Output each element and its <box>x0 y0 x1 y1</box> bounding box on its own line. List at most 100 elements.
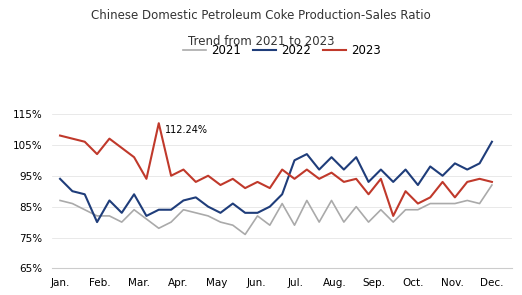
2023 <box>304 168 310 171</box>
2022 <box>144 214 150 218</box>
2023 <box>131 155 137 159</box>
2023 <box>489 180 495 184</box>
2023 <box>452 196 458 199</box>
2023 <box>378 177 384 181</box>
2023 <box>279 168 286 171</box>
2022 <box>291 158 298 162</box>
2021 <box>390 220 396 224</box>
2022 <box>452 162 458 165</box>
2022 <box>415 183 421 187</box>
2021 <box>57 199 63 202</box>
2022 <box>217 211 223 214</box>
2022 <box>328 155 335 159</box>
2023 <box>316 177 322 181</box>
2021 <box>328 199 335 202</box>
Line: 2021: 2021 <box>60 185 492 235</box>
2021 <box>156 227 162 230</box>
2023 <box>477 177 483 181</box>
Legend: 2021, 2022, 2023: 2021, 2022, 2023 <box>178 39 386 62</box>
2023 <box>57 134 63 137</box>
2021 <box>106 214 113 218</box>
2023 <box>242 186 248 190</box>
2021 <box>316 220 322 224</box>
2023 <box>440 180 446 184</box>
2021 <box>69 202 76 205</box>
2021 <box>205 214 211 218</box>
2021 <box>81 208 88 212</box>
Text: Trend from 2021 to 2023: Trend from 2021 to 2023 <box>188 35 334 48</box>
2021 <box>217 220 223 224</box>
2023 <box>156 122 162 125</box>
2023 <box>427 196 433 199</box>
2021 <box>378 208 384 212</box>
2023 <box>415 202 421 205</box>
2023 <box>291 177 298 181</box>
2021 <box>353 205 359 208</box>
2021 <box>402 208 409 212</box>
2021 <box>168 220 174 224</box>
2023 <box>402 189 409 193</box>
2023 <box>118 146 125 150</box>
2021 <box>304 199 310 202</box>
2022 <box>57 177 63 181</box>
2021 <box>267 223 273 227</box>
2021 <box>291 223 298 227</box>
2023 <box>193 180 199 184</box>
2021 <box>427 202 433 205</box>
2023 <box>94 152 100 156</box>
2022 <box>69 189 76 193</box>
2023 <box>328 171 335 174</box>
2022 <box>230 202 236 205</box>
2021 <box>118 220 125 224</box>
2021 <box>193 211 199 214</box>
2022 <box>205 205 211 208</box>
2022 <box>81 193 88 196</box>
2022 <box>168 208 174 212</box>
Line: 2023: 2023 <box>60 123 492 216</box>
2022 <box>341 168 347 171</box>
2021 <box>279 202 286 205</box>
2023 <box>180 168 186 171</box>
2022 <box>365 180 372 184</box>
2023 <box>267 186 273 190</box>
2021 <box>131 208 137 212</box>
2021 <box>464 199 470 202</box>
2022 <box>106 199 113 202</box>
2021 <box>489 183 495 187</box>
2022 <box>156 208 162 212</box>
Text: 112.24%: 112.24% <box>164 125 208 135</box>
2022 <box>353 155 359 159</box>
2023 <box>217 183 223 187</box>
2023 <box>254 180 260 184</box>
2022 <box>267 205 273 208</box>
2022 <box>94 220 100 224</box>
2023 <box>205 174 211 178</box>
2022 <box>131 193 137 196</box>
2021 <box>180 208 186 212</box>
2022 <box>489 140 495 143</box>
2022 <box>304 152 310 156</box>
2021 <box>440 202 446 205</box>
2021 <box>365 220 372 224</box>
2023 <box>144 177 150 181</box>
2023 <box>168 174 174 178</box>
2022 <box>464 168 470 171</box>
2022 <box>118 211 125 214</box>
2022 <box>402 168 409 171</box>
2021 <box>415 208 421 212</box>
2023 <box>81 140 88 143</box>
2022 <box>378 168 384 171</box>
2021 <box>94 214 100 218</box>
2022 <box>427 165 433 168</box>
2023 <box>353 177 359 181</box>
2022 <box>440 174 446 178</box>
2021 <box>230 223 236 227</box>
2023 <box>341 180 347 184</box>
Line: 2022: 2022 <box>60 142 492 222</box>
2021 <box>242 233 248 236</box>
2023 <box>365 193 372 196</box>
2022 <box>316 168 322 171</box>
2021 <box>254 214 260 218</box>
2021 <box>341 220 347 224</box>
2021 <box>477 202 483 205</box>
